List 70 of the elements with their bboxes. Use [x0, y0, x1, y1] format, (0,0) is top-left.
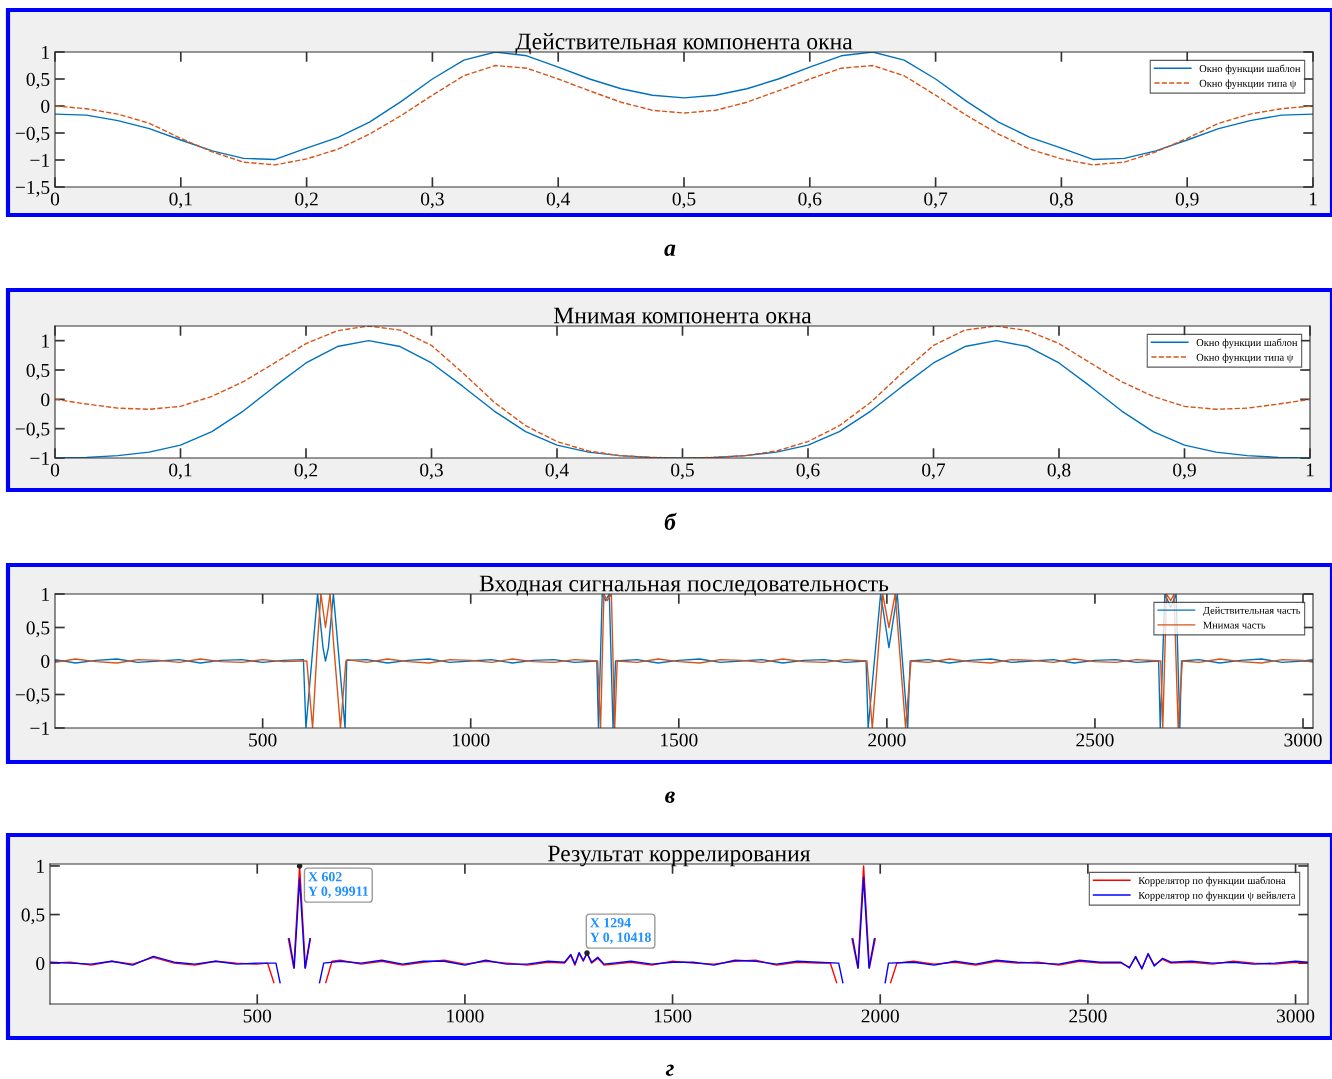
x-tick-label: 0,9 — [1175, 192, 1199, 209]
x-tick-label: 1500 — [661, 733, 698, 747]
y-tick-label: 0 — [41, 654, 50, 668]
y-tick-label: 1 — [42, 587, 49, 601]
x-tick-label: 0,6 — [798, 192, 822, 209]
annotation: X 602 Y 0, 99911 — [308, 871, 369, 898]
x-tick-label: 0,2 — [295, 192, 318, 209]
chart-title: Входная сигнальная последовательность — [479, 575, 889, 596]
x-tick-label: 0,4 — [545, 463, 569, 480]
x-tick-label: 0,5 — [671, 463, 694, 480]
chart-title: Действительная компонента окна — [515, 33, 853, 55]
text: в — [665, 791, 675, 803]
legend-label: Действительная часть — [1202, 606, 1301, 617]
y-tick-label: 0,5 — [26, 363, 50, 380]
x-tick-label: 0,1 — [169, 192, 192, 209]
y-tick-label: −1 — [30, 721, 49, 735]
chart-title: Мнимая компонента окна — [553, 307, 812, 324]
x-tick-label: 0,7 — [924, 192, 948, 209]
x-tick-label: 1000 — [447, 1009, 484, 1023]
legend-label: Окно функции шаблон — [1196, 338, 1298, 349]
y-tick-label: −0,5 — [15, 422, 50, 439]
legend-label: Коррелятор по функции шаблона — [1138, 876, 1286, 887]
y-tick-label: −1,5 — [15, 180, 50, 197]
x-tick-label: 0,9 — [1173, 463, 1196, 480]
y-tick-label: −0,5 — [15, 126, 50, 143]
x-tick-label: 0,4 — [546, 192, 571, 209]
legend-label: Коррелятор по функции ψ вейвлета — [1138, 891, 1296, 901]
x-tick-label: 0,6 — [796, 463, 820, 480]
y-tick-label: 0,5 — [26, 72, 50, 89]
x-tick-label: 2500 — [1069, 1009, 1107, 1023]
x-tick-label: 1500 — [654, 1009, 692, 1023]
legend-label: Окно функции шаблон — [1199, 64, 1301, 75]
annotation: X 1294 Y 0, 10418 — [590, 918, 651, 944]
x-tick-label: 2000 — [861, 1009, 899, 1023]
y-tick-label: 1 — [37, 859, 44, 873]
text: г — [665, 1064, 674, 1076]
y-tick-label: 0 — [36, 956, 45, 971]
y-tick-label: 0 — [41, 393, 50, 407]
legend-label: Окно функции типа ψ — [1196, 353, 1294, 363]
x-tick-label: 1 — [1309, 192, 1317, 206]
legend-label: Мнимая часть — [1203, 621, 1266, 629]
chart-title: Результат коррелирования — [548, 845, 811, 867]
x-tick-label: 3000 — [1277, 1009, 1315, 1023]
x-tick-label: 0,3 — [420, 463, 443, 480]
y-tick-label: −1 — [30, 153, 49, 167]
y-tick-label: 0,5 — [26, 621, 50, 638]
x-tick-label: 0,7 — [922, 463, 946, 480]
legend-label: Окно функции типа ψ — [1199, 79, 1297, 89]
text: б — [664, 512, 677, 530]
y-tick-label: 0,5 — [21, 908, 45, 925]
y-tick-label: −1 — [30, 451, 49, 465]
x-tick-label: 0,2 — [294, 463, 318, 480]
x-tick-label: 3000 — [1284, 733, 1322, 747]
x-tick-label: 0,1 — [169, 463, 192, 480]
x-tick-label: 1 — [1306, 463, 1314, 477]
y-tick-label: −0,5 — [15, 688, 50, 705]
y-tick-label: 1 — [42, 45, 49, 59]
x-tick-label: 500 — [249, 733, 277, 747]
y-tick-label: 0 — [41, 99, 50, 113]
x-tick-label: 2500 — [1076, 733, 1114, 747]
x-tick-label: 1000 — [452, 733, 490, 747]
x-tick-label: 2000 — [868, 733, 906, 747]
x-tick-label: 0,3 — [420, 192, 444, 209]
x-tick-label: 500 — [243, 1009, 272, 1023]
text: а — [664, 244, 676, 256]
x-tick-label: 0,8 — [1047, 463, 1071, 480]
x-tick-label: 0,5 — [672, 192, 696, 209]
y-tick-label: 1 — [42, 334, 49, 348]
x-tick-label: 0,8 — [1049, 192, 1073, 209]
line-series — [55, 594, 1313, 728]
